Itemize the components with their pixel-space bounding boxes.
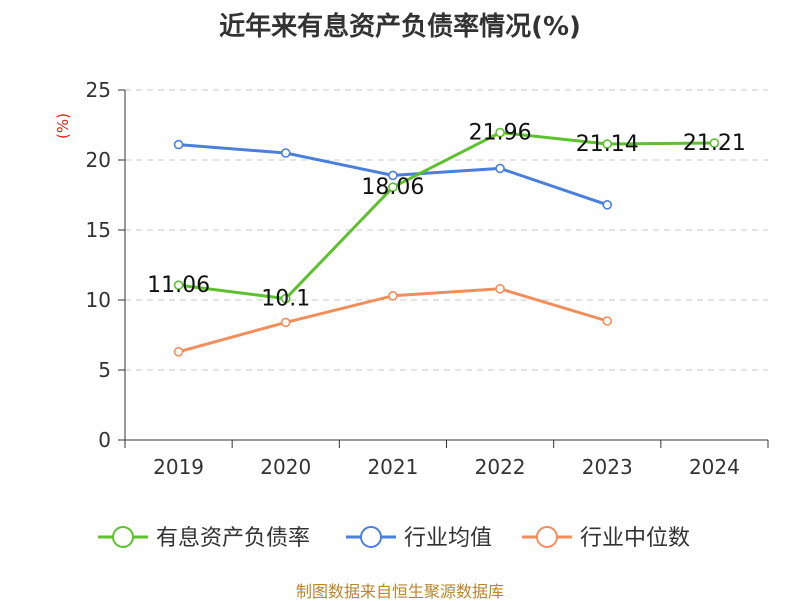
data-label: 21.14: [576, 132, 639, 157]
legend-label: 行业中位数: [580, 526, 690, 551]
x-tick-label: 2023: [582, 455, 633, 479]
data-point: [495, 127, 505, 138]
data-label: 10.1: [261, 287, 310, 312]
data-point: [280, 148, 291, 158]
legend-swatch-marker: [112, 526, 134, 548]
data-point: [602, 139, 613, 149]
data-point: [495, 283, 505, 294]
data-point: [173, 346, 184, 357]
legend-swatch-marker: [536, 526, 558, 548]
data-label: 21.21: [683, 131, 746, 156]
x-tick-label: 2020: [260, 455, 311, 479]
data-point: [280, 317, 291, 328]
data-point: [388, 290, 398, 301]
x-tick-label: 2021: [367, 455, 418, 479]
data-point: [709, 138, 720, 148]
data-point: [173, 280, 184, 290]
legend-label: 行业均值: [404, 526, 492, 551]
data-label: 21.96: [469, 121, 532, 146]
legend-swatch-marker: [360, 526, 382, 548]
data-point: [388, 170, 398, 181]
chart-title: 近年来有息资产负债率情况(%): [219, 12, 581, 42]
data-point: [602, 200, 613, 210]
data-point: [495, 163, 505, 174]
legend-label: 有息资产负债率: [156, 526, 310, 551]
data-label: 11.06: [147, 273, 210, 298]
x-tick-label: 2024: [689, 455, 740, 479]
source-note: 制图数据来自恒生聚源数据库: [295, 582, 504, 601]
data-point: [388, 182, 398, 192]
data-label: 18.06: [361, 175, 424, 200]
x-tick-label: 2022: [475, 455, 526, 479]
data-point: [280, 293, 291, 304]
y-tick-label: 5: [98, 358, 111, 382]
series-line-0: [178, 131, 715, 301]
data-point: [173, 139, 184, 150]
data-point: [602, 316, 613, 326]
y-tick-label: 15: [86, 218, 111, 242]
x-tick-label: 2019: [153, 455, 204, 479]
y-tick-label: 25: [86, 78, 111, 102]
y-axis-label: (%): [54, 113, 72, 139]
y-tick-label: 10: [86, 288, 111, 312]
y-tick-label: 0: [98, 428, 111, 452]
y-tick-label: 20: [86, 148, 111, 172]
